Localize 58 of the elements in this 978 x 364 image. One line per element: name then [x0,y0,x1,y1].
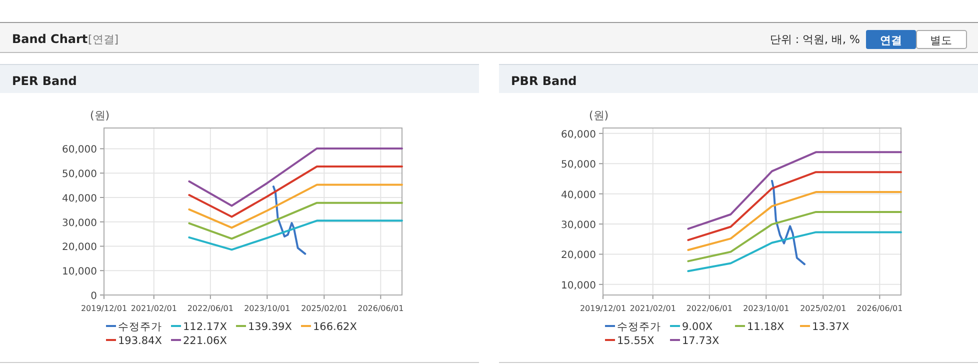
legend-label: 166.62X [313,321,357,333]
legend-label: 139.39X [248,321,292,333]
legend-label: 13.37X [812,321,850,333]
legend-label: 수정주가 [118,321,162,333]
legend-label: 193.84X [118,335,162,347]
y-tick-label: 10,000 [62,266,97,278]
x-tick-label: 2025/02/01 [301,304,348,313]
x-tick-label: 2022/06/01 [686,304,732,313]
y-tick-label: 0 [90,291,97,302]
x-tick-label: 2026/06/01 [856,304,903,313]
text: [연결] [88,33,119,46]
text: Band Chart [12,32,88,46]
chart-title: PER Band [12,74,77,88]
legend-label: 11.18X [747,321,784,333]
line-series [687,210,902,262]
line-series [687,171,902,242]
line-series [188,202,403,240]
x-tick-label: 2021/02/01 [630,304,676,313]
legend-label: 17.73X [682,335,720,347]
x-tick-label: 2023/10/01 [743,304,790,313]
x-tick-label: 2023/10/01 [244,304,290,313]
y-tick-label: 40,000 [561,190,596,201]
y-tick-label: 40,000 [62,193,97,204]
x-tick-label: 2021/02/01 [130,304,177,313]
y-tick-label: 60,000 [561,129,596,140]
legend-label: 9.00X [682,321,713,333]
y-tick-label: 20,000 [561,250,596,262]
y-tick-label: 30,000 [561,220,596,232]
x-tick-label: 2025/02/01 [800,304,846,313]
x-tick-label: 2022/06/01 [187,304,234,313]
line-series [188,220,403,251]
line-series [188,166,403,218]
line-series [188,147,403,207]
y-tick-label: 60,000 [62,144,97,156]
x-tick-label: 2019/12/01 [80,304,128,313]
legend-label: 수정주가 [617,321,661,333]
chart-title: PBR Band [511,74,577,88]
x-tick-label: 2019/12/01 [580,304,626,313]
legend-label: 15.55X [617,335,654,347]
legend-label: 112.17X [183,321,227,333]
y-axis-title: (원) [589,109,609,122]
line-series [687,191,902,251]
legend-label: 221.06X [183,335,227,347]
y-tick-label: 50,000 [561,160,596,171]
y-tick-label: 20,000 [62,242,97,254]
text: 연결 [880,34,902,47]
y-axis-title: (원) [90,109,110,122]
x-tick-label: 2026/06/01 [358,304,404,313]
line-series [770,180,806,266]
line-series [188,184,403,229]
line-series [272,186,306,255]
y-tick-label: 50,000 [62,169,97,180]
line-series [687,151,902,230]
y-tick-label: 10,000 [561,280,596,292]
line-series [687,231,902,272]
text: 단위 : 억원, 배, % [770,33,860,46]
text: 별도 [930,34,952,47]
y-tick-label: 30,000 [62,218,97,229]
